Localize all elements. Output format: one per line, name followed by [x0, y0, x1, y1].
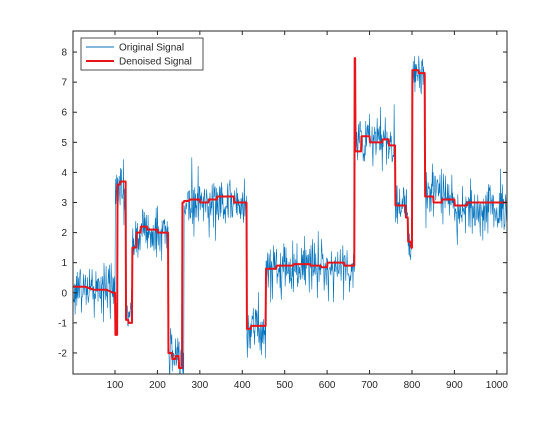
legend-box [80, 37, 204, 71]
legend-label-denoised-signal: Denoised Signal [119, 57, 192, 68]
x-tick-label: 900 [446, 380, 463, 391]
series-layer [73, 55, 507, 374]
x-tick-label: 600 [319, 380, 336, 391]
legend-label-original-signal: Original Signal [119, 43, 184, 54]
x-tick-label: 800 [404, 380, 421, 391]
y-tick-label: -2 [58, 348, 67, 359]
x-axis: 100 200 300 400 500 600 700 800 900 1000 [107, 31, 509, 391]
y-tick-label: 4 [61, 168, 67, 179]
y-tick-label: 1 [61, 258, 67, 269]
series-line-denoised-signal [73, 57, 507, 369]
x-tick-label: 700 [361, 380, 378, 391]
x-tick-label: 200 [149, 380, 166, 391]
series-line-original-signal [73, 55, 507, 374]
y-tick-label: 6 [61, 108, 67, 119]
x-tick-label: 100 [107, 380, 124, 391]
x-tick-label: 400 [234, 380, 251, 391]
y-tick-label: 2 [61, 228, 67, 239]
x-tick-label: 1000 [486, 380, 509, 391]
y-tick-label: 3 [61, 198, 67, 209]
y-tick-label: 7 [61, 78, 67, 89]
y-axis: -2 -1 0 1 2 3 4 5 6 7 8 [58, 48, 507, 359]
y-tick-label: 5 [61, 138, 67, 149]
y-tick-label: 8 [61, 48, 67, 59]
x-tick-label: 300 [192, 380, 209, 391]
x-tick-label: 500 [276, 380, 293, 391]
legend: Original Signal Denoised Signal [80, 37, 204, 71]
y-tick-label: -1 [58, 318, 67, 329]
y-tick-label: 0 [61, 288, 67, 299]
